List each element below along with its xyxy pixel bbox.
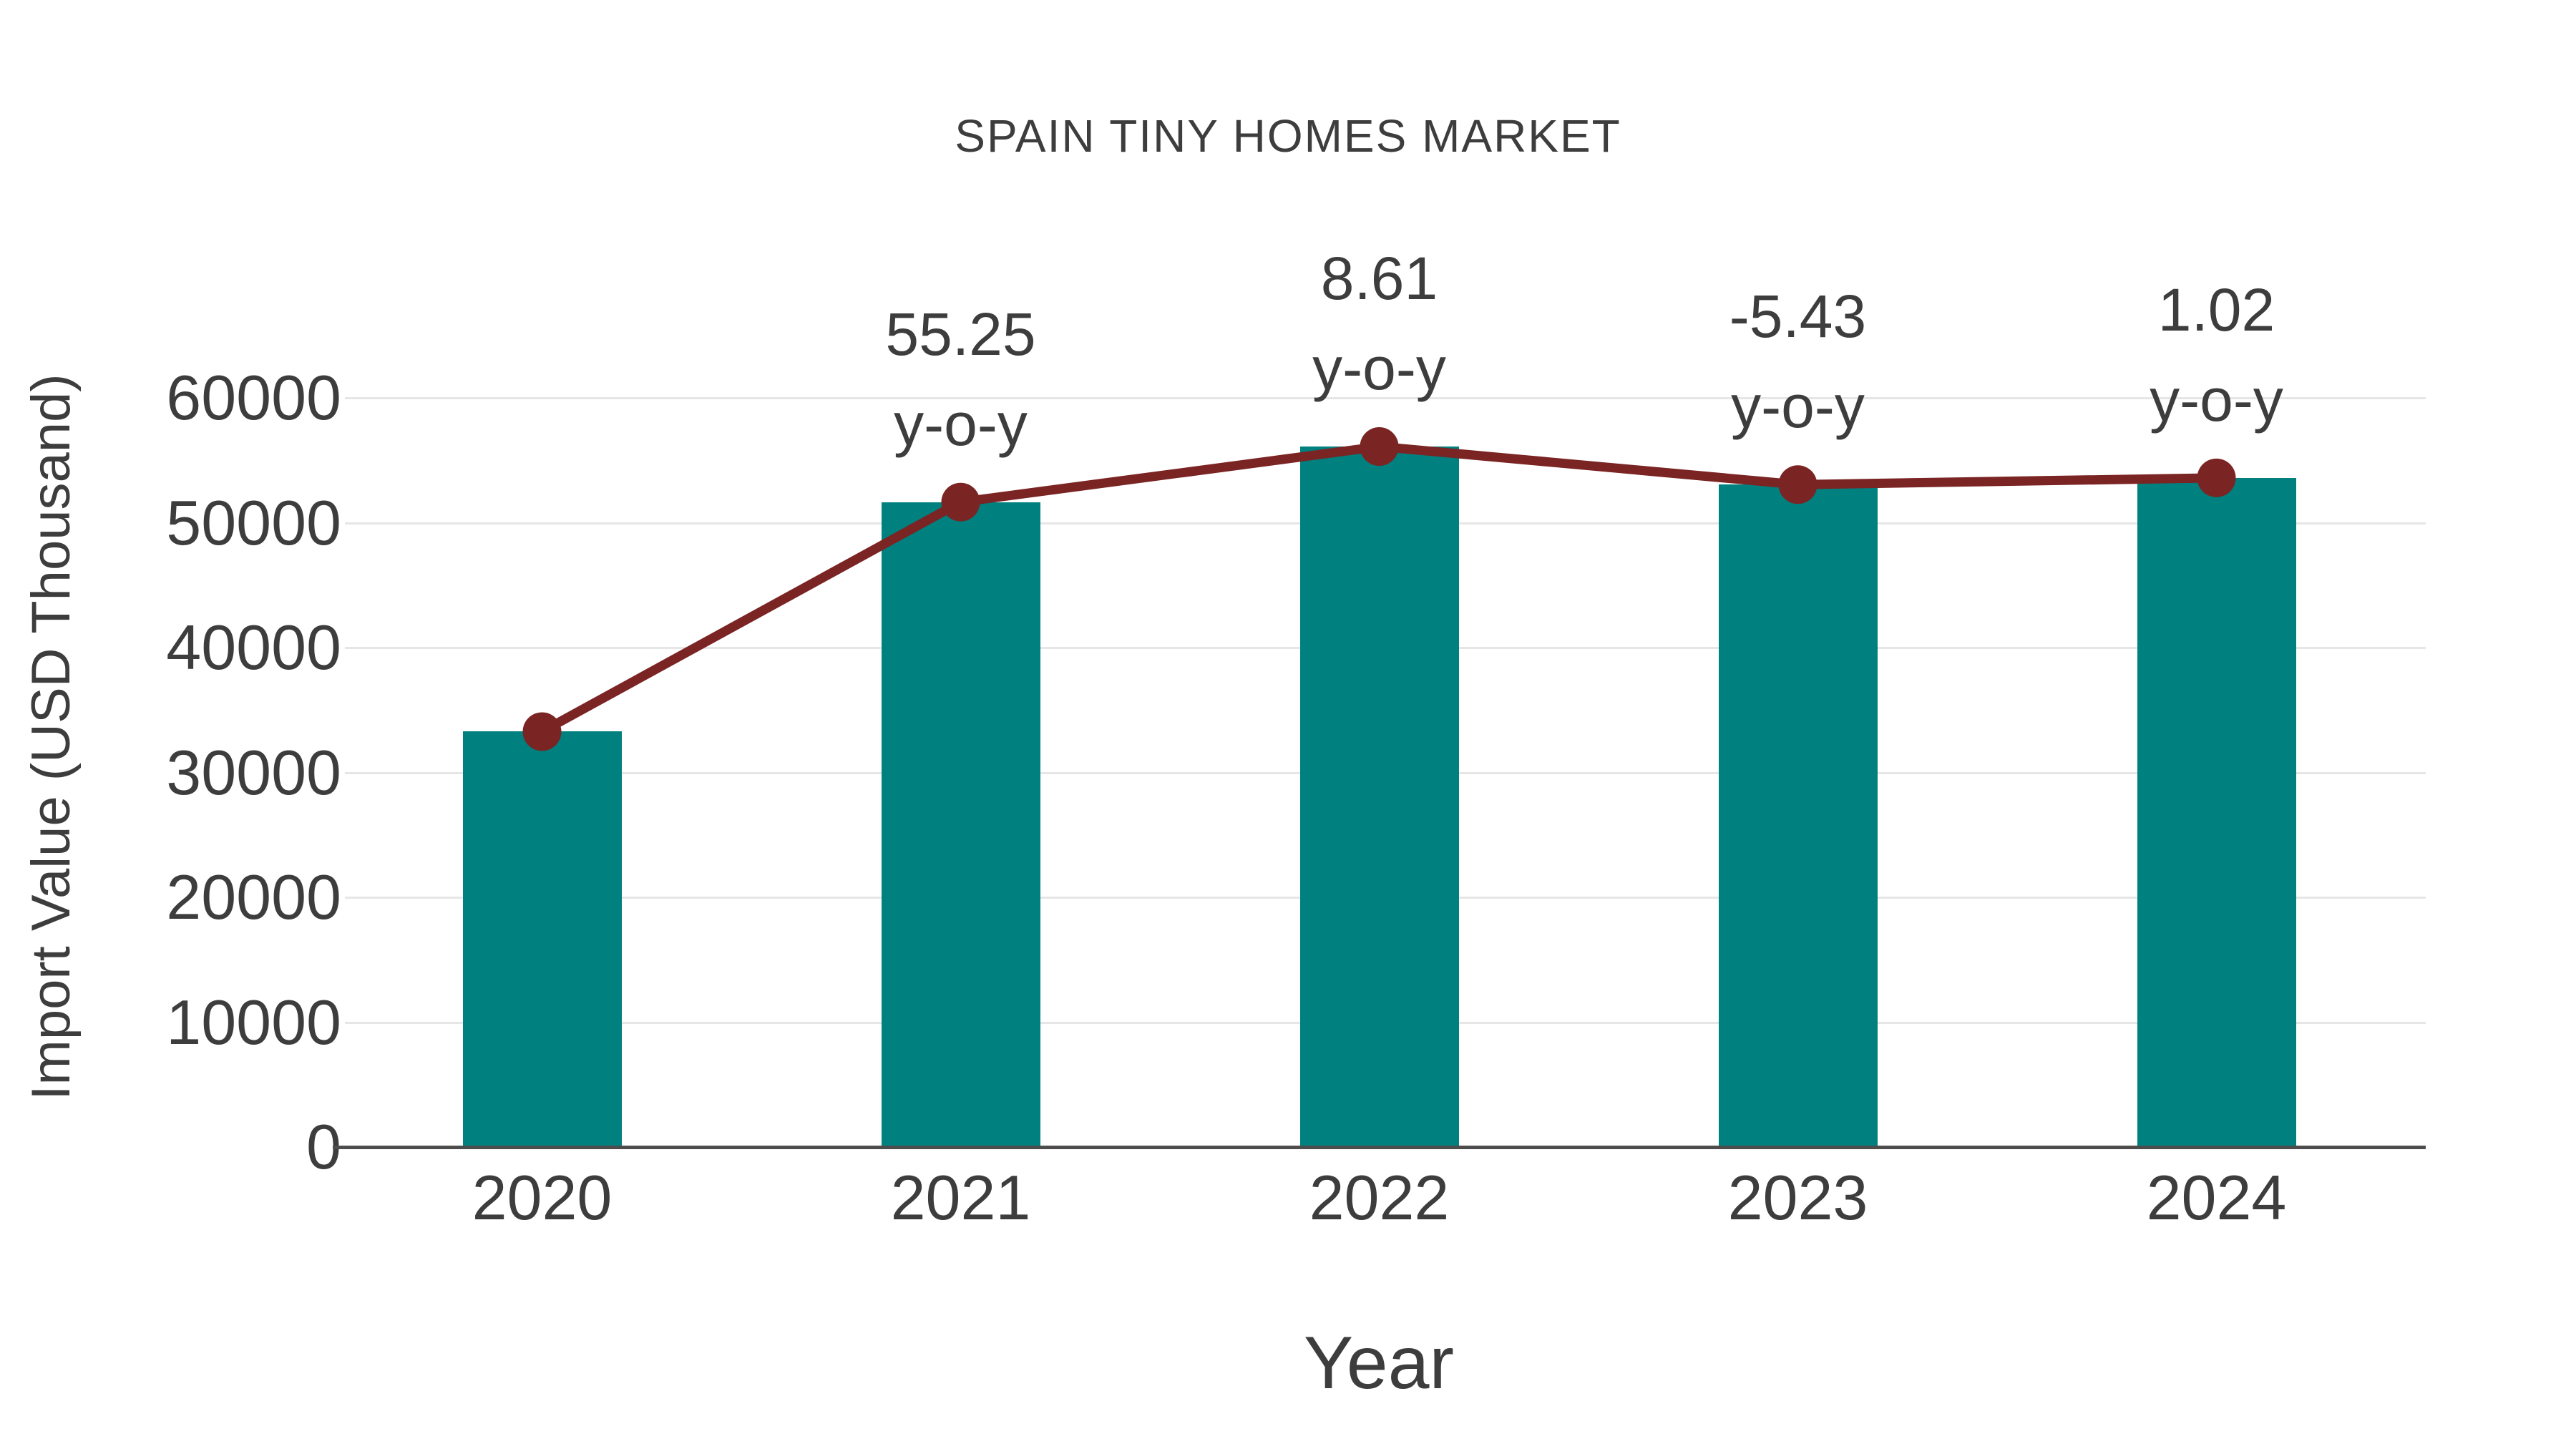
yoy-annotation-2024: 1.02 y-o-y [2002,265,2431,445]
x-axis-line [333,1146,2426,1149]
bar-2023 [1718,484,1878,1147]
gridline [345,397,2426,399]
y-tick-label: 50000 [166,487,341,558]
chart-title: SPAIN TINY HOMES MARKET [955,110,1621,162]
yoy-value: 1.02 [2157,275,2275,343]
bar-2020 [462,731,622,1147]
yoy-suffix: y-o-y [1731,373,1865,441]
y-tick-label: 40000 [166,612,341,683]
yoy-annotation-2021: 55.25 y-o-y [746,289,1176,469]
yoy-suffix: y-o-y [2150,366,2283,434]
yoy-value: 55.25 [885,300,1036,368]
y-tick-label: 20000 [166,862,341,932]
yoy-annotation-2022: 8.61 y-o-y [1165,233,1594,414]
x-tick-label-2022: 2022 [1309,1162,1450,1233]
yoy-value: 8.61 [1320,245,1438,313]
y-tick-label: 0 [306,1111,341,1182]
yoy-suffix: y-o-y [1312,335,1446,403]
bar-2022 [1299,447,1459,1147]
x-tick-label-2024: 2024 [2146,1162,2287,1233]
x-axis-label: Year [1303,1322,1455,1405]
bar-2024 [2137,477,2296,1147]
x-tick-label-2023: 2023 [1727,1162,1868,1233]
yoy-suffix: y-o-y [894,390,1028,458]
x-tick-label-2021: 2021 [890,1162,1031,1233]
yoy-annotation-2023: -5.43 y-o-y [1584,271,2013,452]
bar-2021 [881,502,1040,1147]
y-tick-label: 10000 [166,986,341,1058]
x-tick-label-2020: 2020 [472,1162,613,1233]
y-tick-label: 60000 [166,362,341,433]
yoy-value: -5.43 [1729,283,1867,351]
y-tick-label: 30000 [166,736,341,808]
